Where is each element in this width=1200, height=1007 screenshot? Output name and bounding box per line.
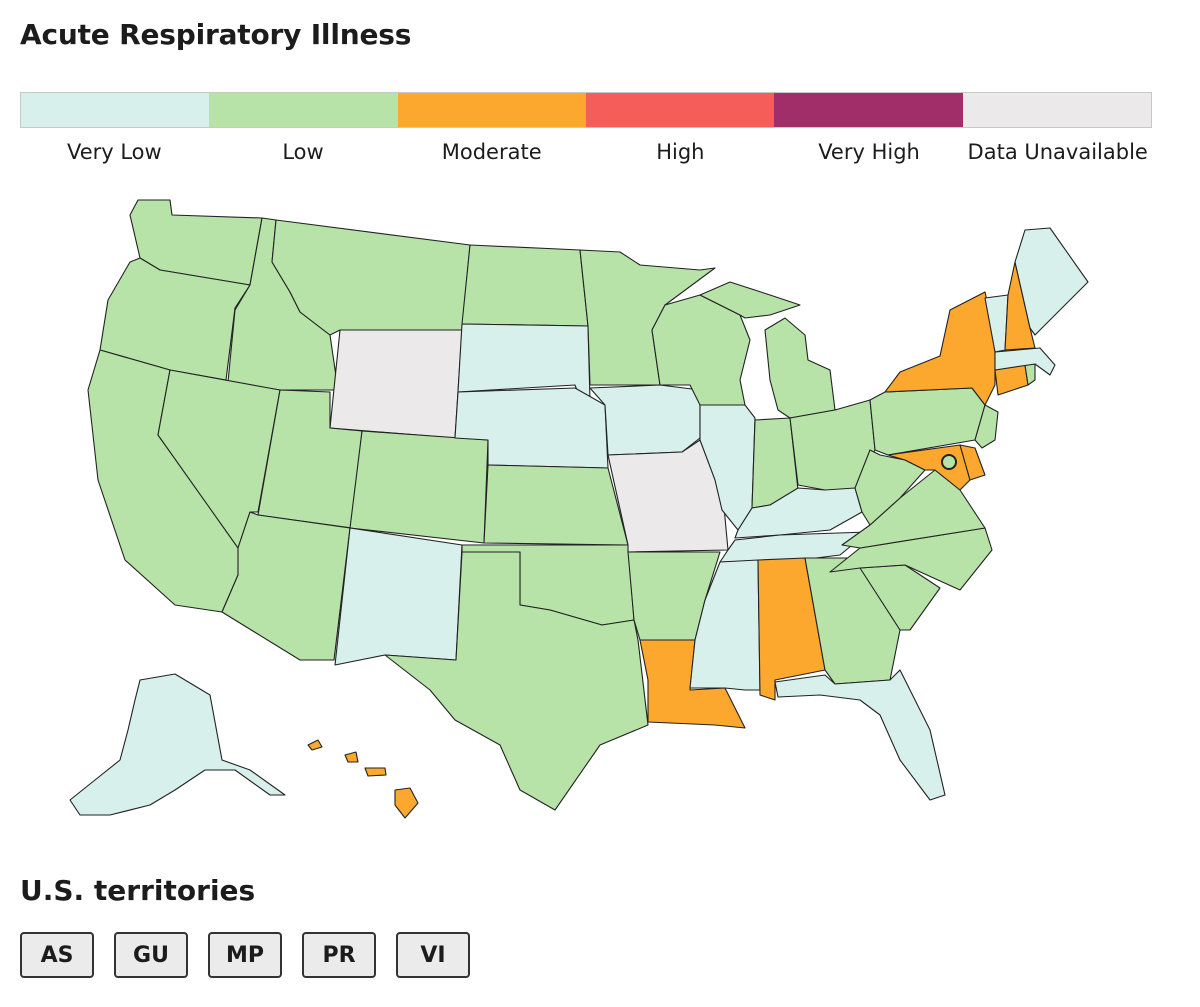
legend-label-very-high: Very High	[818, 140, 920, 164]
us-state-map	[0, 190, 1200, 844]
territory-button-gu[interactable]: GU	[114, 932, 188, 978]
state-HI-1[interactable]	[307, 739, 323, 751]
legend-swatch-low	[209, 93, 398, 127]
state-HI-2[interactable]	[344, 751, 359, 763]
legend-swatch-very-low	[21, 93, 210, 127]
territory-buttons: AS GU MP PR VI	[20, 932, 470, 978]
legend-swatch-high	[585, 93, 775, 127]
state-NH[interactable]	[1004, 261, 1036, 351]
territory-button-vi[interactable]: VI	[396, 932, 470, 978]
state-DE[interactable]	[959, 444, 986, 481]
legend-swatch-very-high	[774, 93, 963, 127]
legend: Very Low Low Moderate High Very High Dat…	[20, 92, 1152, 164]
state-HI-3[interactable]	[364, 767, 387, 777]
state-NJ[interactable]	[974, 404, 999, 449]
state-CO[interactable]	[349, 430, 489, 544]
state-IA[interactable]	[589, 384, 701, 456]
legend-label-data-unavailable: Data Unavailable	[967, 140, 1148, 164]
state-NY[interactable]	[884, 291, 996, 406]
state-MI[interactable]	[764, 317, 836, 419]
state-FL[interactable]	[774, 669, 946, 801]
legend-label-low: Low	[282, 140, 324, 164]
state-NM[interactable]	[334, 527, 463, 666]
state-DC[interactable]	[941, 454, 957, 470]
territory-button-as[interactable]: AS	[20, 932, 94, 978]
state-PA[interactable]	[869, 387, 986, 456]
state-MI-UP[interactable]	[699, 281, 801, 319]
territories-title: U.S. territories	[20, 874, 256, 907]
state-ME[interactable]	[1014, 227, 1089, 336]
legend-swatch-moderate	[397, 93, 586, 127]
legend-label-very-low: Very Low	[66, 140, 162, 164]
legend-label-moderate: Moderate	[441, 140, 542, 164]
territory-button-mp[interactable]: MP	[208, 932, 282, 978]
map-title: Acute Respiratory Illness	[20, 18, 412, 51]
territory-button-pr[interactable]: PR	[302, 932, 376, 978]
state-HI-4[interactable]	[394, 787, 419, 819]
legend-swatch-data-unavailable	[962, 93, 1151, 127]
state-MA[interactable]	[994, 347, 1056, 376]
state-WY[interactable]	[329, 329, 463, 439]
state-KS[interactable]	[483, 464, 629, 546]
state-AK[interactable]	[69, 673, 286, 816]
legend-label-high: High	[656, 140, 705, 164]
state-ND[interactable]	[461, 244, 589, 327]
state-TX[interactable]	[384, 551, 649, 811]
state-MO[interactable]	[607, 439, 729, 553]
legend-bar	[20, 92, 1152, 128]
